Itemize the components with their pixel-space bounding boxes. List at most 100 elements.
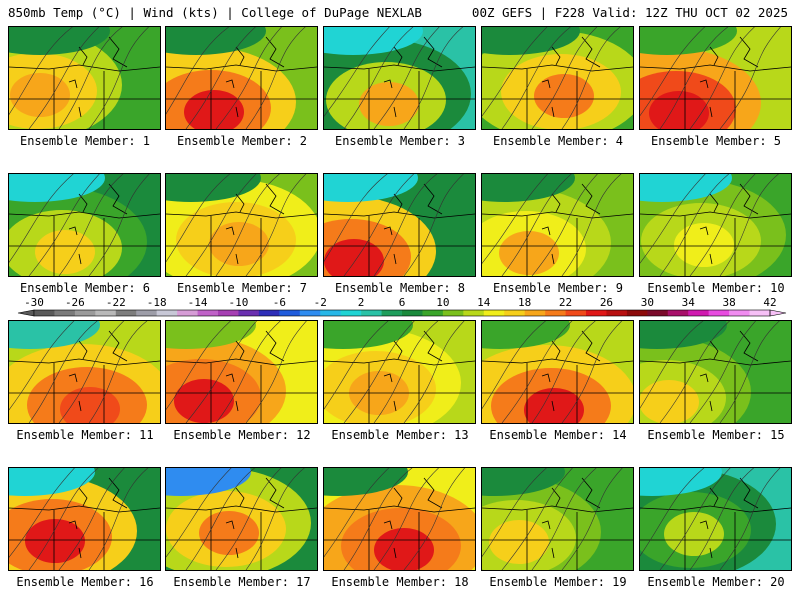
temperature-map [166,468,317,570]
colorbar-tick-label: 18 [518,296,531,309]
ensemble-member-map [8,173,161,277]
colorbar-swatch [54,310,76,316]
colorbar-tick-label: -2 [314,296,327,309]
ensemble-member-label: Ensemble Member: 10 [647,281,785,295]
colorbar-tick-label: 38 [722,296,735,309]
colorbar-swatch [74,310,96,316]
temperature-map [9,27,160,129]
ensemble-member-label: Ensemble Member: 11 [16,428,154,442]
map-title: 850mb Temp (°C) | Wind (kts) | College o… [8,5,422,20]
colorbar-tick-label: -14 [188,296,208,309]
colorbar-tick-label: 10 [436,296,449,309]
ensemble-member-label: Ensemble Member: 12 [173,428,311,442]
colorbar-tick-label: 6 [399,296,406,309]
colorbar-swatch [279,310,301,316]
ensemble-member-label: Ensemble Member: 19 [489,575,627,589]
colorbar-swatch [340,310,362,316]
ensemble-member-map [323,467,476,571]
colorbar-swatch [606,310,628,316]
temperature-map [9,468,160,570]
colorbar-tick-label: 42 [763,296,776,309]
colorbar-swatch [95,310,117,316]
colorbar-tick-label: -22 [106,296,126,309]
colorbar-swatch [524,310,546,316]
ensemble-member-map [639,26,792,130]
ensemble-member-label: Ensemble Member: 15 [647,428,785,442]
ensemble-member-label: Ensemble Member: 9 [492,281,624,295]
temperature-map [324,174,475,276]
colorbar-right-arrow [769,309,787,317]
temperature-map [166,174,317,276]
temperature-map [166,27,317,129]
ensemble-member-map [639,320,792,424]
ensemble-member-map [8,320,161,424]
colorbar-swatch [729,310,750,316]
colorbar-tick-label: -30 [24,296,44,309]
temperature-map [324,468,475,570]
ensemble-member-label: Ensemble Member: 2 [176,134,308,148]
ensemble-member-map [323,173,476,277]
colorbar-swatch [647,310,669,316]
colorbar-swatch [115,310,137,316]
ensemble-member-map [165,467,318,571]
colorbar-swatch [442,310,464,316]
ensemble-member-label: Ensemble Member: 14 [489,428,627,442]
ensemble-member-map [639,467,792,571]
ensemble-member-label: Ensemble Member: 20 [647,575,785,589]
colorbar-swatch [34,310,55,316]
ensemble-member-map [165,173,318,277]
ensemble-member-map [165,26,318,130]
colorbar-swatch [197,310,219,316]
temperature-map [324,27,475,129]
ensemble-member-map [481,320,634,424]
ensemble-member-map [481,26,634,130]
temperature-map [640,468,791,570]
colorbar-swatch [504,310,525,316]
temperature-map [9,321,160,423]
ensemble-member-map [481,173,634,277]
temperature-colorbar: -30 -26 -22 -18 -14 -10 -6 -2 2 6 10 14 18 22 26 30 34 38… [17,296,787,317]
ensemble-member-map [481,467,634,571]
temperature-map [324,321,475,423]
colorbar-tick-label: -10 [229,296,249,309]
colorbar-tick-label: 26 [600,296,613,309]
ensemble-member-label: Ensemble Member: 5 [650,134,782,148]
colorbar-tick-label: 2 [358,296,365,309]
colorbar-left-arrow [17,309,35,317]
ensemble-member-label: Ensemble Member: 16 [16,575,154,589]
ensemble-member-label: Ensemble Member: 7 [176,281,308,295]
colorbar-tick-label: 34 [682,296,696,309]
ensemble-member-label: Ensemble Member: 1 [19,134,151,148]
temperature-map [482,468,633,570]
ensemble-member-label: Ensemble Member: 8 [334,281,466,295]
temperature-map [166,321,317,423]
colorbar-swatch [422,310,444,316]
colorbar-swatch [299,310,321,316]
temperature-map [9,174,160,276]
ensemble-member-map [8,467,161,571]
ensemble-member-label: Ensemble Member: 18 [331,575,469,589]
ensemble-member-label: Ensemble Member: 17 [173,575,311,589]
temperature-map [482,174,633,276]
colorbar-tick-label: 14 [477,296,491,309]
ensemble-member-map [165,320,318,424]
ensemble-member-label: Ensemble Member: 3 [334,134,466,148]
temperature-map [482,27,633,129]
colorbar-tick-label: -6 [273,296,286,309]
temperature-map [640,27,791,129]
colorbar-swatch [688,310,709,316]
colorbar-tick-label: -18 [147,296,167,309]
colorbar-swatch [667,310,689,316]
ensemble-member-label: Ensemble Member: 13 [331,428,469,442]
ensemble-member-map [323,320,476,424]
colorbar-tick-label: 30 [641,296,654,309]
colorbar-swatch [626,310,648,316]
temperature-map [640,321,791,423]
ensemble-member-label: Ensemble Member: 6 [19,281,151,295]
colorbar-swatch [483,310,505,316]
temperature-map [482,321,633,423]
colorbar-swatch [402,310,423,316]
ensemble-member-map [639,173,792,277]
run-valid-time: 00Z GEFS | F228 Valid: 12Z THU OCT 02 20… [471,5,788,20]
colorbar-swatch [156,310,178,316]
